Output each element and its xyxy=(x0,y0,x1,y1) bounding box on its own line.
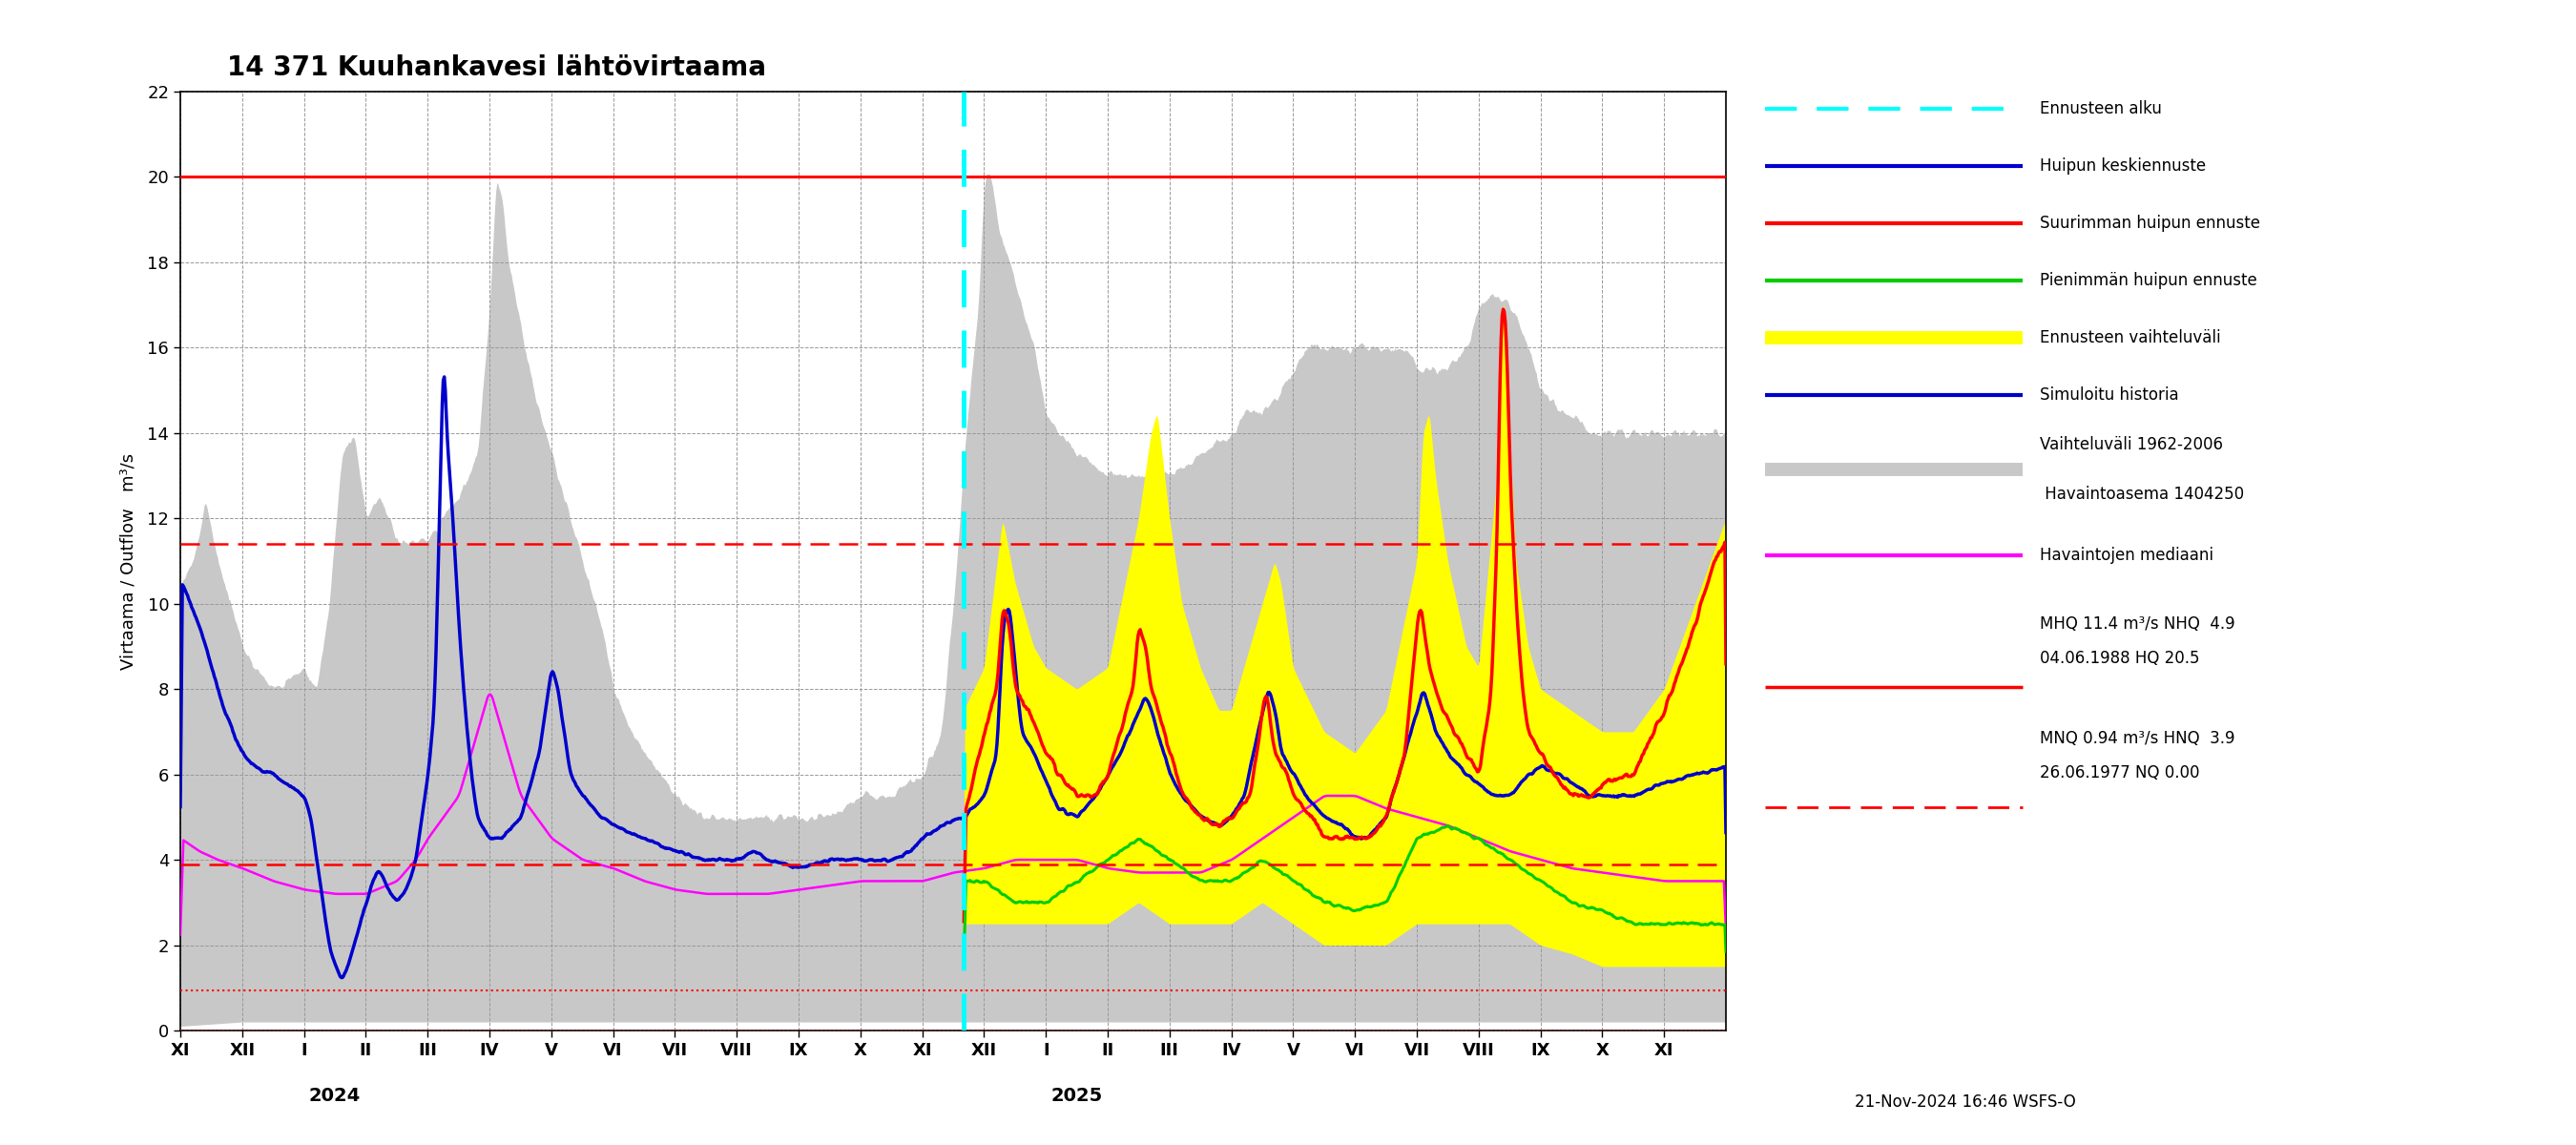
Text: Ennusteen alku: Ennusteen alku xyxy=(2040,100,2161,117)
Text: Ennusteen vaihteluväli: Ennusteen vaihteluväli xyxy=(2040,330,2221,346)
Text: Vaihteluväli 1962-2006: Vaihteluväli 1962-2006 xyxy=(2040,435,2223,452)
Text: Havaintojen mediaani: Havaintojen mediaani xyxy=(2040,546,2213,563)
Text: 2024: 2024 xyxy=(309,1087,361,1105)
Text: 2025: 2025 xyxy=(1051,1087,1103,1105)
Text: 14 371 Kuuhankavesi lähtövirtaama: 14 371 Kuuhankavesi lähtövirtaama xyxy=(227,55,765,81)
Text: Suurimman huipun ennuste: Suurimman huipun ennuste xyxy=(2040,214,2262,231)
Text: 26.06.1977 NQ 0.00: 26.06.1977 NQ 0.00 xyxy=(2040,765,2200,781)
Text: MHQ 11.4 m³/s NHQ  4.9: MHQ 11.4 m³/s NHQ 4.9 xyxy=(2040,616,2236,632)
Text: Simuloitu historia: Simuloitu historia xyxy=(2040,386,2179,403)
Y-axis label: Virtaama / Outflow   m³/s: Virtaama / Outflow m³/s xyxy=(118,452,137,670)
Text: Huipun keskiennuste: Huipun keskiennuste xyxy=(2040,157,2205,174)
Text: 04.06.1988 HQ 20.5: 04.06.1988 HQ 20.5 xyxy=(2040,649,2200,666)
Text: Pienimmän huipun ennuste: Pienimmän huipun ennuste xyxy=(2040,271,2257,289)
Text: MNQ 0.94 m³/s HNQ  3.9: MNQ 0.94 m³/s HNQ 3.9 xyxy=(2040,731,2236,747)
Text: 21-Nov-2024 16:46 WSFS-O: 21-Nov-2024 16:46 WSFS-O xyxy=(1855,1093,2076,1111)
Text: Havaintoasema 1404250: Havaintoasema 1404250 xyxy=(2040,485,2244,504)
